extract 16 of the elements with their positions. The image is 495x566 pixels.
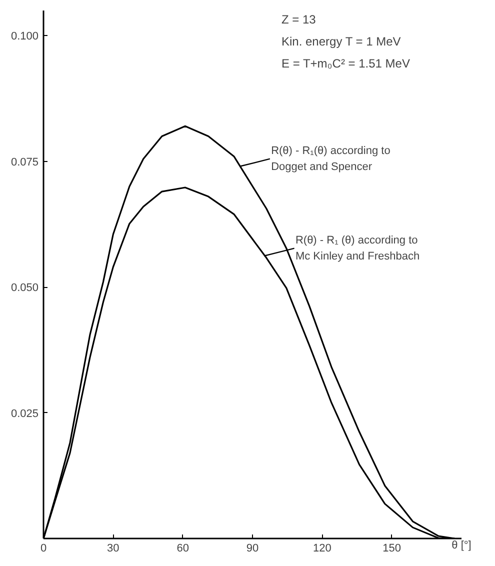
- annotation: E = T+m₀C² = 1.51 MeV: [282, 56, 410, 70]
- x-tick-label: 30: [107, 542, 120, 554]
- x-tick-label: 120: [312, 542, 332, 554]
- annotation: R(θ) - R₁(θ) according to Dogget and Spencer: [271, 144, 390, 173]
- x-axis-title: θ [°]: [452, 540, 472, 552]
- y-tick-label: 0.075: [10, 156, 39, 168]
- y-tick-label: 0.050: [10, 282, 39, 294]
- x-tick-label: 60: [176, 542, 189, 554]
- annotation: Kin. energy T = 1 MeV: [282, 34, 401, 48]
- annotation: R(θ) - R₁ (θ) according to Mc Kinley and Freshbach: [295, 234, 420, 262]
- annotation: Z = 13: [282, 12, 316, 26]
- x-tick-label: 0: [40, 542, 47, 554]
- x-tick-label: 90: [246, 542, 259, 554]
- y-tick-label: 0.025: [10, 408, 39, 420]
- x-tick-label: 150: [382, 542, 402, 554]
- y-tick-label: 0.100: [10, 30, 39, 43]
